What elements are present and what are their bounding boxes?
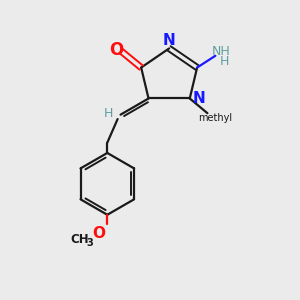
Text: O: O [93, 226, 106, 241]
Text: O: O [109, 41, 123, 59]
Text: N: N [192, 91, 205, 106]
Text: CH: CH [70, 233, 88, 246]
Text: H: H [220, 55, 229, 68]
Text: 3: 3 [86, 238, 93, 248]
Text: methyl: methyl [199, 113, 233, 124]
Text: N: N [163, 33, 175, 48]
Text: NH: NH [211, 45, 230, 58]
Text: H: H [103, 107, 113, 120]
